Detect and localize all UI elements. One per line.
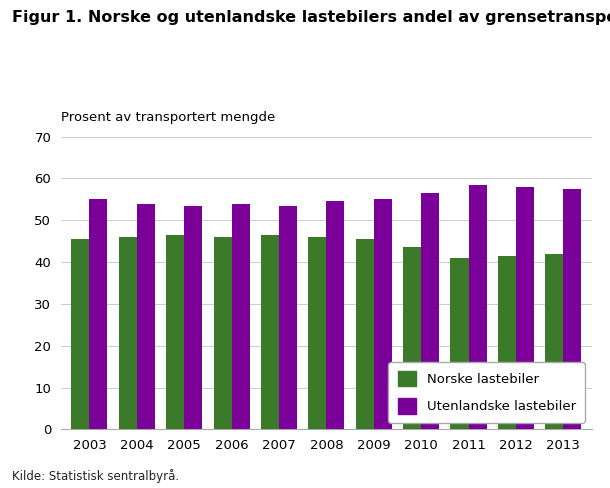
Bar (563, 189, 581, 429)
Bar (166, 235, 184, 429)
Bar (214, 237, 232, 429)
Bar (119, 237, 137, 429)
Text: Kilde: Statistisk sentralbyrå.: Kilde: Statistisk sentralbyrå. (12, 469, 179, 483)
Bar (374, 200, 392, 429)
Bar (232, 203, 249, 429)
Text: Prosent av transportert mengde: Prosent av transportert mengde (61, 111, 275, 124)
Bar (545, 254, 563, 429)
Bar (308, 237, 326, 429)
Bar (137, 203, 155, 429)
Bar (516, 187, 534, 429)
Legend: Norske lastebiler, Utenlandske lastebiler: Norske lastebiler, Utenlandske lastebile… (389, 362, 585, 423)
Bar (326, 202, 345, 429)
Bar (498, 256, 516, 429)
Bar (421, 193, 439, 429)
Bar (90, 200, 107, 429)
Bar (71, 239, 90, 429)
Bar (279, 205, 297, 429)
Bar (468, 185, 487, 429)
Bar (184, 205, 202, 429)
Bar (403, 247, 421, 429)
Bar (261, 235, 279, 429)
Bar (356, 239, 374, 429)
Text: Figur 1. Norske og utenlandske lastebilers andel av grensetransporten: Figur 1. Norske og utenlandske lastebile… (12, 10, 610, 25)
Bar (451, 258, 468, 429)
